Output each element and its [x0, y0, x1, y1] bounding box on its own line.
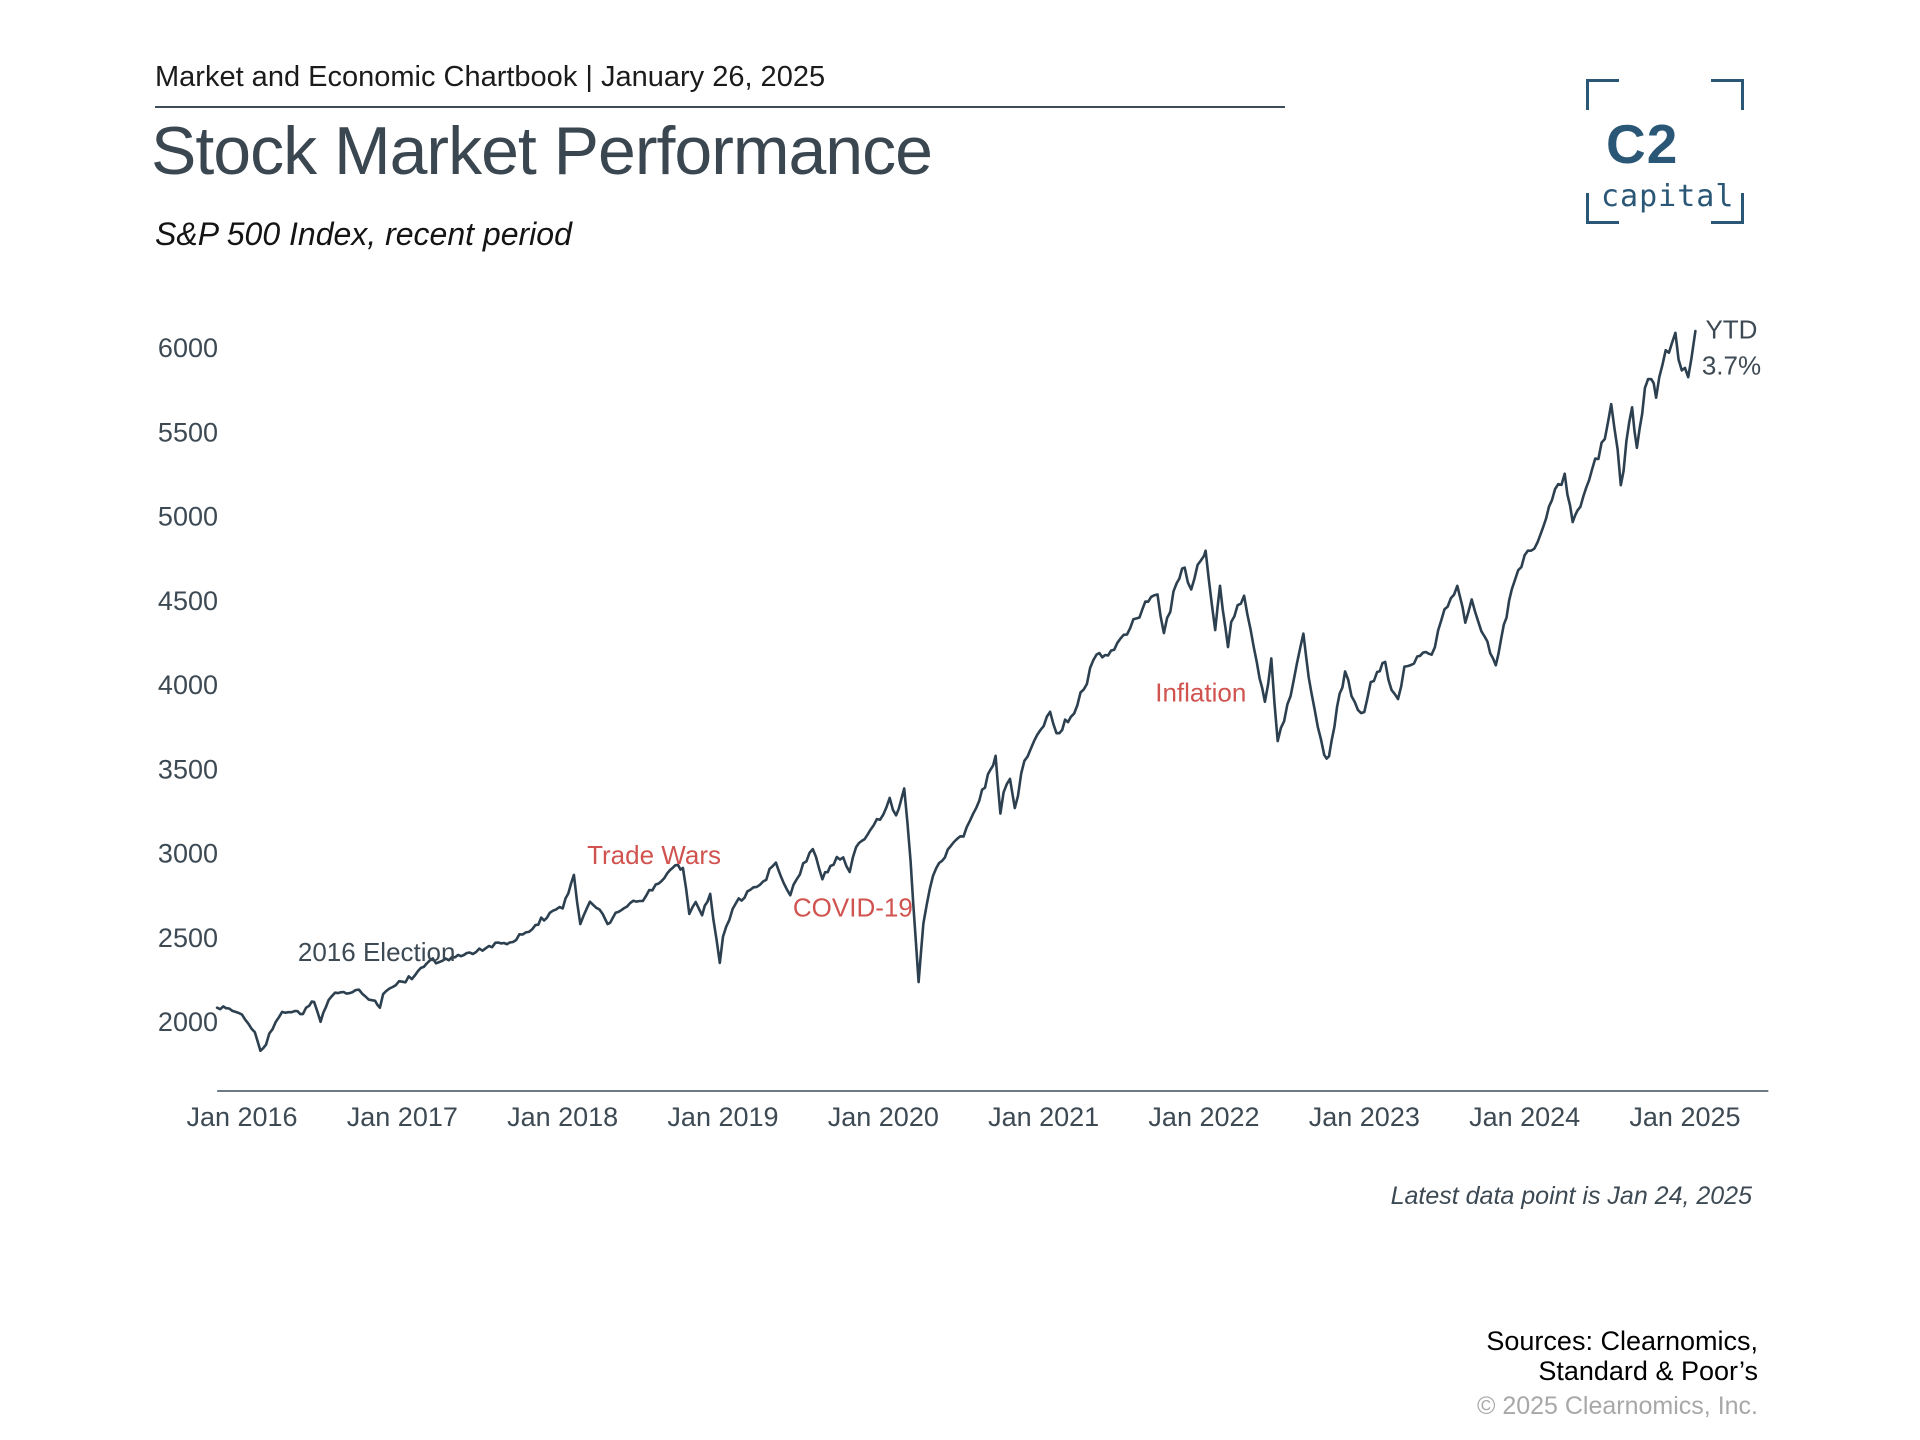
- x-axis-tick-label: Jan 2023: [1309, 1102, 1420, 1132]
- x-axis-tick-label: Jan 2019: [667, 1102, 778, 1132]
- x-axis-tick-label: Jan 2021: [988, 1102, 1099, 1132]
- logo-mark: C2: [1606, 113, 1679, 175]
- y-axis-tick-label: 2000: [158, 1007, 218, 1037]
- annotation-trade-wars: Trade Wars: [587, 840, 721, 870]
- logo-bracket-top-right: [1711, 79, 1744, 110]
- annotation-3-7: 3.7%: [1702, 351, 1761, 381]
- page-subtitle: S&P 500 Index, recent period: [155, 216, 572, 252]
- x-axis-tick-label: Jan 2025: [1629, 1102, 1740, 1132]
- logo-bracket-bottom-left: [1586, 193, 1619, 224]
- logo-name: capital: [1601, 179, 1735, 214]
- annotation-covid-19: COVID-19: [793, 892, 913, 922]
- y-axis-tick-label: 3000: [158, 839, 218, 869]
- x-axis-tick-label: Jan 2017: [347, 1102, 458, 1132]
- sources-line-1: Sources: Clearnomics,: [1486, 1326, 1758, 1356]
- y-axis-tick-label: 5000: [158, 502, 218, 532]
- logo-bracket-bottom-right: [1711, 193, 1744, 224]
- latest-data-footnote: Latest data point is Jan 24, 2025: [1390, 1182, 1752, 1210]
- logo-bracket-top-left: [1586, 79, 1619, 110]
- x-axis-tick-label: Jan 2018: [507, 1102, 618, 1132]
- y-axis-tick-label: 2500: [158, 923, 218, 953]
- y-axis-tick-label: 5500: [158, 417, 218, 447]
- sp500-price-line: [215, 329, 1697, 1053]
- y-axis-tick-label: 3500: [158, 754, 218, 784]
- header-divider: [155, 106, 1285, 108]
- x-axis-tick-label: Jan 2020: [828, 1102, 939, 1132]
- y-axis-tick-label: 4500: [158, 586, 218, 616]
- x-axis-tick-label: Jan 2016: [186, 1102, 297, 1132]
- c2-capital-logo: C2 capital: [1586, 79, 1744, 224]
- annotation-inflation: Inflation: [1155, 678, 1246, 708]
- copyright-text: © 2025 Clearnomics, Inc.: [1476, 1392, 1758, 1420]
- page-title: Stock Market Performance: [151, 113, 933, 189]
- x-axis-tick-label: Jan 2022: [1148, 1102, 1259, 1132]
- sources-line-2: Standard & Poor’s: [1538, 1356, 1758, 1386]
- annotation-ytd: YTD: [1705, 314, 1757, 344]
- sources-text: Sources: Clearnomics, Standard & Poor’s: [1486, 1326, 1758, 1386]
- chartbook-header: Market and Economic Chartbook | January …: [155, 61, 826, 93]
- y-axis-tick-label: 4000: [158, 670, 218, 700]
- y-axis-tick-label: 6000: [158, 333, 218, 363]
- annotation-2016-election: 2016 Election: [298, 937, 456, 967]
- x-axis-tick-label: Jan 2024: [1469, 1102, 1580, 1132]
